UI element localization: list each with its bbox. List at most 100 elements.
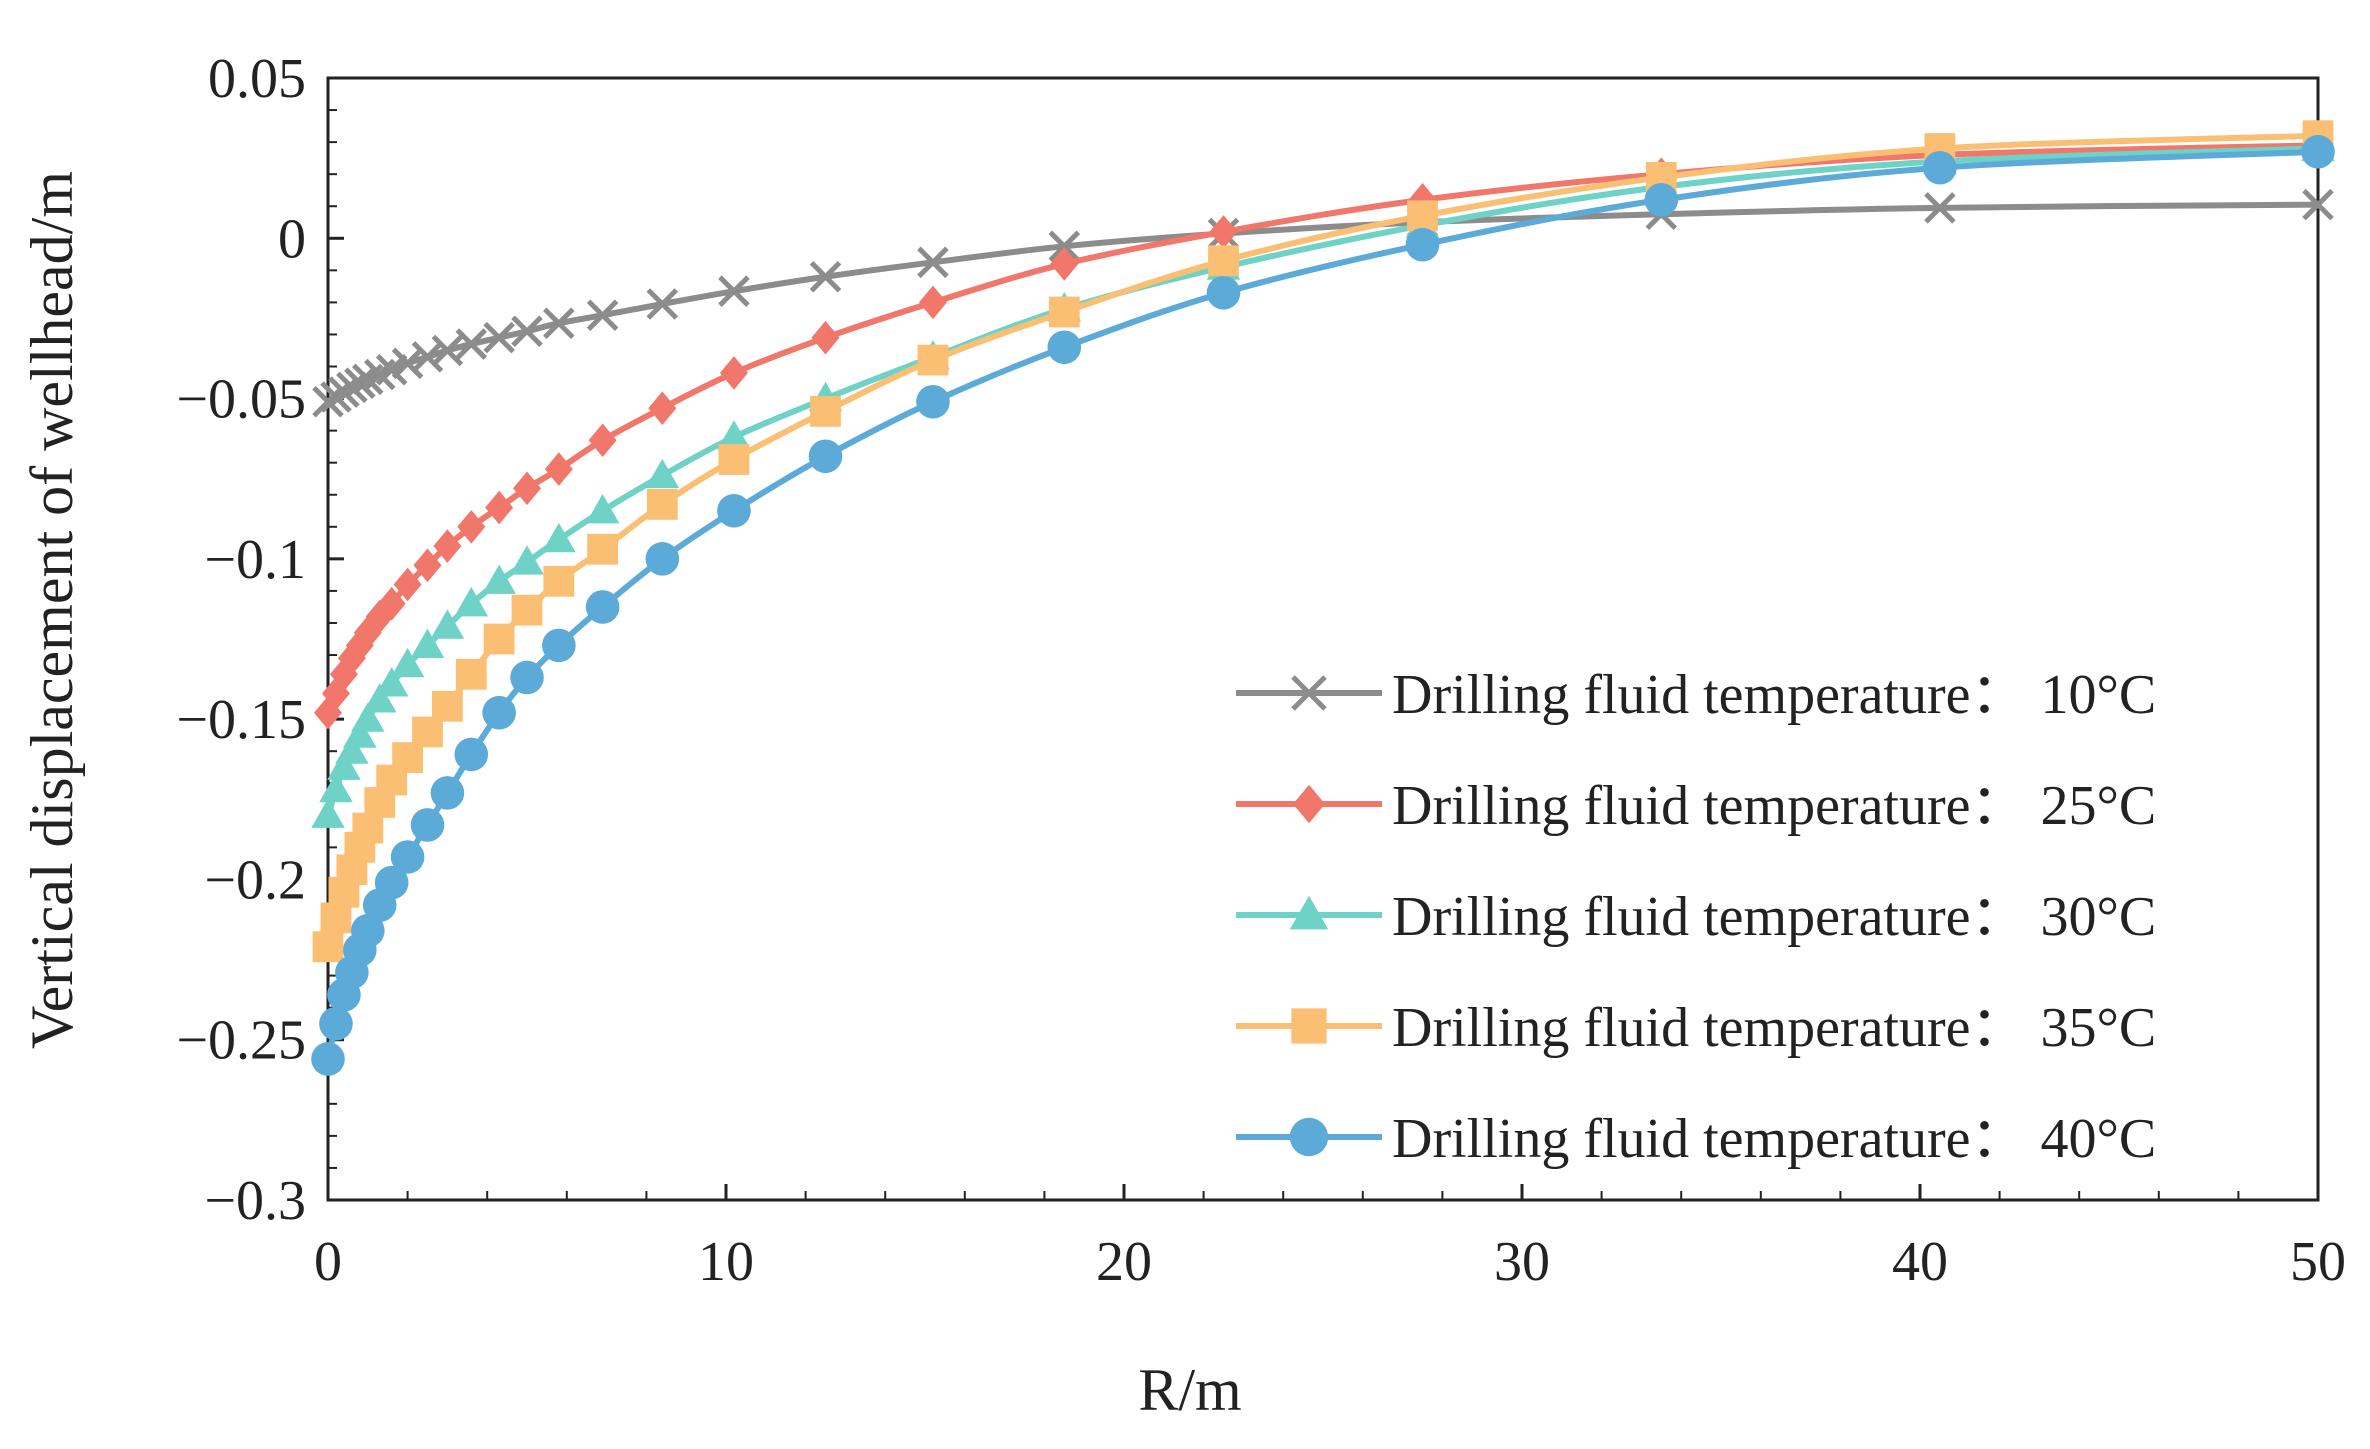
data-point	[1923, 150, 1957, 185]
data-point	[312, 931, 344, 963]
data-point	[327, 750, 361, 780]
data-point	[1206, 275, 1241, 310]
x-tick-label: 20	[1096, 1231, 1152, 1293]
data-point	[336, 371, 368, 404]
legend-marker	[1291, 1008, 1327, 1044]
legend-label: Drilling fluid temperature： 35°C	[1392, 997, 2156, 1059]
legend-item: Drilling fluid temperature： 35°C	[1236, 997, 2156, 1059]
data-point	[433, 529, 462, 563]
data-point	[377, 586, 406, 621]
y-tick-label: 0.05	[208, 48, 306, 110]
legend-item: Drilling fluid temperature： 30°C	[1236, 886, 2156, 948]
legend-marker	[1293, 784, 1325, 824]
data-point	[455, 328, 488, 360]
y-tick-label: −0.3	[204, 1170, 306, 1232]
data-point	[510, 545, 544, 575]
data-point	[454, 737, 489, 772]
y-tick-label: −0.2	[204, 849, 306, 911]
data-point	[719, 356, 748, 390]
data-point	[457, 510, 486, 544]
data-point	[510, 660, 544, 695]
x-axis-title: R/m	[1138, 1357, 1241, 1423]
x-tick-label: 0	[314, 1231, 342, 1293]
data-point	[511, 315, 543, 348]
data-point	[1048, 296, 1080, 328]
data-point	[482, 564, 516, 594]
data-point	[390, 647, 425, 678]
legend-marker	[1291, 675, 1327, 711]
y-tick-label: −0.05	[176, 369, 306, 431]
data-point	[311, 798, 345, 828]
data-point	[374, 865, 409, 900]
legend-item: Drilling fluid temperature： 25°C	[1236, 775, 2156, 837]
data-point	[645, 458, 680, 489]
series-4	[311, 134, 2335, 1076]
data-point	[542, 522, 576, 553]
data-point	[808, 439, 843, 474]
data-point	[374, 667, 409, 697]
data-point	[430, 609, 465, 639]
legend-item: Drilling fluid temperature： 10°C	[1236, 664, 2156, 726]
y-tick-label: −0.1	[204, 529, 306, 591]
series-0	[312, 188, 2334, 418]
data-point	[1924, 192, 1956, 224]
y-axis-title: Vertical displacement of wellhead/m	[19, 171, 85, 1049]
data-point	[483, 321, 515, 354]
data-point	[319, 772, 353, 803]
data-point	[917, 246, 949, 279]
legend-item: Drilling fluid temperature： 40°C	[1236, 1108, 2156, 1170]
series-3	[312, 120, 2334, 963]
legend-label: Drilling fluid temperature： 10°C	[1392, 664, 2156, 726]
data-point	[430, 776, 465, 810]
data-point	[483, 623, 515, 655]
data-point	[542, 628, 576, 663]
data-point	[375, 353, 408, 386]
data-point	[585, 493, 620, 524]
data-point	[645, 542, 680, 576]
data-point	[916, 384, 950, 419]
data-point	[432, 690, 463, 722]
data-point	[393, 567, 422, 602]
data-point	[2301, 134, 2335, 169]
data-point	[1405, 227, 1440, 262]
axes: 0.050−0.05−0.1−0.15−0.2−0.25−0.30 10 20 30 4…	[176, 48, 2346, 1293]
data-point	[1644, 183, 1679, 217]
legend-marker	[1289, 1117, 1329, 1157]
data-point	[1048, 230, 1081, 263]
data-point	[335, 734, 369, 764]
series-1	[314, 128, 2332, 730]
legend-label: Drilling fluid temperature： 25°C	[1392, 775, 2156, 837]
data-point	[543, 565, 575, 597]
data-point	[544, 452, 573, 486]
data-point	[918, 285, 947, 320]
series-line	[325, 142, 2319, 714]
data-point	[543, 307, 575, 340]
data-point	[1209, 215, 1238, 249]
data-point	[587, 533, 619, 565]
data-point	[351, 702, 385, 732]
data-point	[718, 275, 750, 307]
legend-marker	[1289, 895, 1329, 930]
x-tick-label: 10	[698, 1231, 754, 1293]
data-point	[717, 493, 751, 528]
data-point	[718, 444, 750, 475]
data-point	[809, 260, 842, 293]
data-point	[646, 288, 679, 320]
data-point	[588, 423, 617, 458]
legend-label: Drilling fluid temperature： 30°C	[1392, 886, 2156, 948]
data-point	[390, 840, 425, 874]
data-point	[344, 367, 376, 399]
data-point	[513, 471, 541, 506]
y-tick-label: 0	[278, 208, 306, 270]
data-point	[482, 695, 516, 730]
data-point	[431, 334, 464, 367]
data-point	[917, 344, 949, 376]
data-point	[351, 913, 385, 948]
data-point	[485, 490, 514, 525]
data-point	[1050, 247, 1079, 281]
data-point	[717, 420, 751, 450]
data-point	[1407, 200, 1438, 232]
data-point	[1047, 330, 1082, 365]
data-point	[1208, 245, 1239, 277]
